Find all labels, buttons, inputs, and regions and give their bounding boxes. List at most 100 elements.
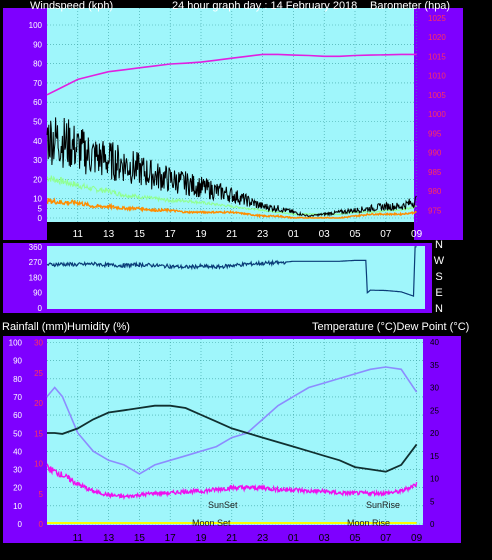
moonset-label: Moon Set: [192, 518, 231, 528]
barometer-tick-label: 1010: [428, 72, 446, 81]
temperature-plot-area: [47, 339, 423, 525]
temperature-x-tick-label: 11: [73, 533, 84, 544]
windspeed-tick-label: 60: [33, 98, 42, 107]
rainfall-tick-label: 30: [34, 339, 43, 348]
gust-line: [46, 197, 417, 220]
temperature-tick-label: 40: [430, 338, 439, 347]
wind-x-tick-label: 05: [349, 229, 361, 240]
temperature-x-tick-label: 13: [103, 533, 115, 544]
barometer-tick-label: 1025: [428, 14, 446, 23]
tick-labels: 11 13 15 17 19 21 23 01 03 05 07 090510203040506070…: [9, 14, 447, 544]
barometer-line: [46, 53, 417, 96]
wind-x-tick-label: 15: [134, 229, 146, 240]
average-wind-line: [46, 175, 417, 216]
wind-x-tick-label: 07: [380, 229, 392, 240]
direction-tick-label: 180: [29, 273, 43, 282]
humidity-tick-label: 40: [13, 447, 22, 456]
temperature-tick-label: 30: [430, 384, 439, 393]
top-left-axis-band: [3, 8, 47, 240]
direction-series: [46, 246, 417, 297]
wind-x-tick-label: 11: [73, 229, 84, 240]
rainfall-tick-label: 25: [34, 369, 43, 378]
temperature-x-tick-label: 19: [195, 533, 207, 544]
windspeed-tick-label: 100: [29, 21, 43, 30]
compass-letter-n: N: [435, 303, 443, 315]
humidity-line: [46, 463, 418, 501]
temperature-line: [47, 404, 418, 473]
compass-letter-s: S: [435, 271, 442, 283]
moonrise-label: Moon Rise: [347, 518, 390, 528]
windspeed-axis-title: Windspeed (kph): [30, 0, 113, 12]
rainfall-tick-label: 0: [39, 520, 44, 529]
windspeed-tick-label: 40: [33, 137, 42, 146]
temperature-axis-title: Temperature (°C)Dew Point (°C): [312, 321, 469, 333]
temperature-tick-label: 15: [430, 452, 439, 461]
temperature-tick-label: 0: [430, 520, 435, 529]
wind-series: [46, 53, 417, 220]
windspeed-tick-label: 80: [33, 60, 42, 69]
temperature-x-tick-label: 03: [319, 533, 331, 544]
temperature-tick-label: 25: [430, 406, 439, 415]
direction-plot-area: [47, 246, 425, 309]
temperature-x-tick-label: 21: [226, 533, 238, 544]
wind-x-tick-label: 13: [103, 229, 115, 240]
windspeed-tick-label: 50: [33, 118, 42, 127]
rainfall-tick-label: 20: [34, 399, 43, 408]
windspeed-tick-label: 10: [33, 195, 42, 204]
rainfall-tick-label: 5: [39, 490, 44, 499]
sunset-label: SunSet: [208, 500, 238, 510]
humidity-tick-label: 60: [13, 411, 22, 420]
rainfall-axis-title: Rainfall (mm): [2, 321, 67, 333]
rainfall-tick-label: 10: [34, 460, 43, 469]
temperature-series: [46, 366, 418, 524]
humidity-axis-title: Humidity (%): [67, 321, 130, 333]
wind-grid: [47, 8, 417, 222]
barometer-axis-title: Barometer (hpa): [370, 0, 450, 12]
temperature-x-tick-label: 07: [380, 533, 392, 544]
humidity-tick-label: 10: [13, 502, 22, 511]
dewpoint-line: [46, 366, 418, 475]
windspeed-line: [46, 117, 417, 218]
compass-letter-n: N: [435, 239, 443, 251]
humidity-tick-label: 100: [9, 339, 23, 348]
temperature-x-tick-label: 23: [257, 533, 269, 544]
humidity-tick-label: 50: [13, 429, 22, 438]
wind-x-tick-label: 23: [257, 229, 269, 240]
barometer-tick-label: 1000: [428, 110, 446, 119]
graph-date-title: 24 hour graph day : 14 February 2018: [172, 0, 357, 12]
temperature-x-tick-label: 05: [349, 533, 361, 544]
windspeed-tick-label: 30: [33, 156, 42, 165]
temperature-tick-label: 5: [430, 497, 435, 506]
temperature-tick-label: 20: [430, 429, 439, 438]
wind-x-tick-label: 19: [195, 229, 207, 240]
temperature-x-tick-label: 09: [411, 533, 423, 544]
windspeed-tick-label: 5: [38, 204, 43, 213]
windspeed-tick-label: 90: [33, 40, 42, 49]
barometer-tick-label: 1005: [428, 91, 446, 100]
wind-x-tick-label: 03: [319, 229, 331, 240]
compass-letter-e: E: [435, 287, 442, 299]
wind-x-tick-label: 09: [411, 229, 423, 240]
temperature-x-tick-label: 01: [288, 533, 300, 544]
wind-x-tick-label: 17: [165, 229, 177, 240]
humidity-tick-label: 70: [13, 393, 22, 402]
humidity-tick-label: 0: [18, 520, 23, 529]
temperature-x-tick-label: 15: [134, 533, 146, 544]
compass-letter-w: W: [434, 255, 445, 267]
temperature-tick-label: 35: [430, 361, 439, 370]
humidity-tick-label: 90: [13, 357, 22, 366]
humidity-tick-label: 20: [13, 484, 22, 493]
wind-plot-area: [47, 8, 414, 222]
humidity-tick-label: 30: [13, 466, 22, 475]
temperature-grid: [47, 339, 423, 525]
top-right-axis-band: [414, 8, 463, 240]
direction-tick-label: 270: [29, 258, 43, 267]
barometer-tick-label: 975: [428, 206, 442, 215]
barometer-tick-label: 985: [428, 168, 442, 177]
windspeed-tick-label: 0: [38, 214, 43, 223]
sunrise-label: SunRise: [366, 500, 400, 510]
barometer-tick-label: 995: [428, 129, 442, 138]
